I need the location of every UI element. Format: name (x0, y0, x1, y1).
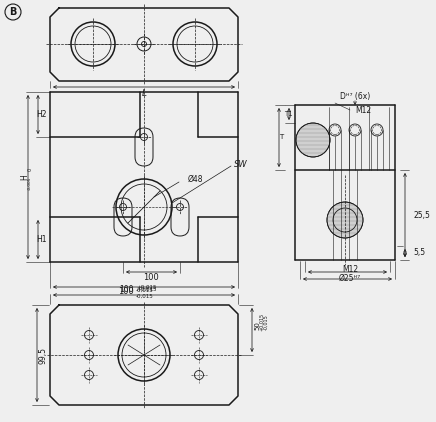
Text: 0: 0 (27, 168, 33, 170)
Text: 100: 100 (143, 273, 159, 282)
Text: H: H (20, 174, 30, 180)
Circle shape (327, 202, 363, 238)
Text: H1: H1 (36, 235, 46, 243)
Text: L: L (142, 89, 146, 97)
Text: 25,5: 25,5 (413, 211, 430, 219)
Text: 5,5: 5,5 (413, 249, 425, 257)
Text: -0,005: -0,005 (28, 176, 32, 189)
Text: 100: 100 (118, 287, 134, 297)
Text: M12: M12 (342, 265, 358, 274)
Text: H2: H2 (36, 109, 46, 119)
Circle shape (296, 123, 330, 157)
Text: Dᴴ⁷ (6x): Dᴴ⁷ (6x) (340, 92, 370, 100)
Text: +0,015: +0,015 (259, 313, 265, 331)
Text: Ø48: Ø48 (188, 175, 204, 184)
Text: B: B (9, 7, 17, 17)
Text: T: T (279, 134, 283, 140)
Text: T1: T1 (284, 111, 293, 117)
Text: 99,5: 99,5 (38, 346, 48, 363)
Text: -0,015: -0,015 (136, 294, 154, 299)
Text: SW: SW (234, 160, 248, 168)
Text: 50: 50 (254, 322, 260, 330)
Text: -0,015: -0,015 (136, 288, 154, 293)
Text: Ø25ᴴ⁷: Ø25ᴴ⁷ (339, 273, 361, 282)
Text: M12: M12 (355, 106, 371, 114)
Text: +0,015: +0,015 (136, 287, 157, 292)
Text: +0,015: +0,015 (136, 285, 157, 290)
Text: 100: 100 (119, 286, 134, 295)
Text: -0,015: -0,015 (263, 314, 269, 330)
